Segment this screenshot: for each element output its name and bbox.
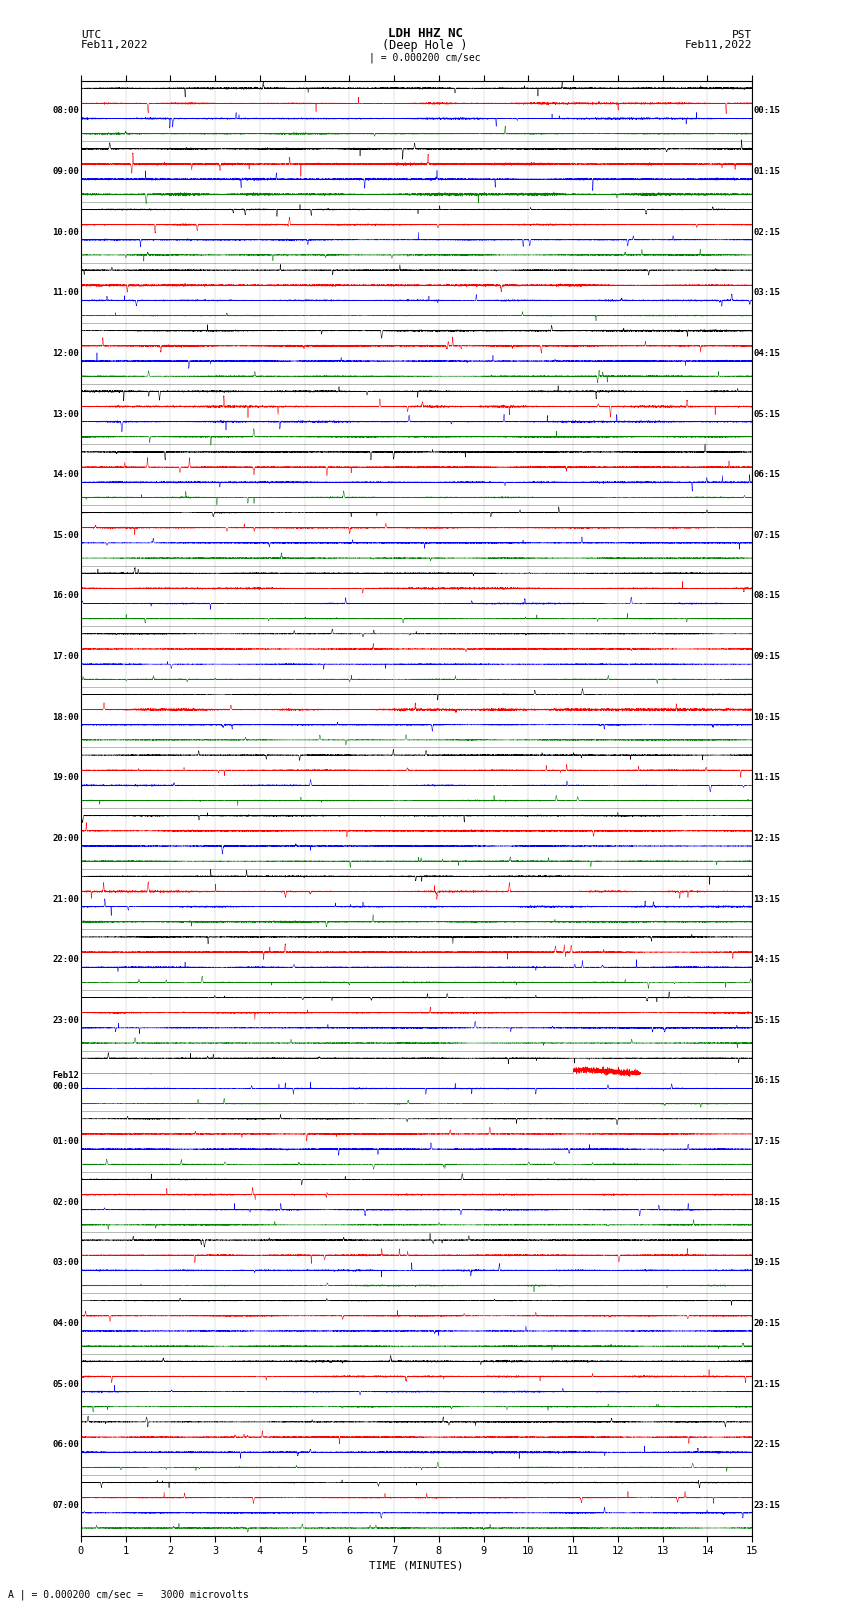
- Text: 19:00: 19:00: [53, 773, 79, 782]
- Text: 05:00: 05:00: [53, 1379, 79, 1389]
- Text: 08:15: 08:15: [754, 592, 780, 600]
- Text: 04:00: 04:00: [53, 1319, 79, 1327]
- Text: LDH HHZ NC: LDH HHZ NC: [388, 26, 462, 39]
- Text: 22:00: 22:00: [53, 955, 79, 965]
- Text: Feb11,2022: Feb11,2022: [685, 40, 752, 50]
- Text: 22:15: 22:15: [754, 1440, 780, 1448]
- Text: 10:15: 10:15: [754, 713, 780, 721]
- Text: 06:00: 06:00: [53, 1440, 79, 1448]
- Text: 23:00: 23:00: [53, 1016, 79, 1024]
- Text: 02:00: 02:00: [53, 1198, 79, 1207]
- Text: (Deep Hole ): (Deep Hole ): [382, 39, 468, 52]
- Text: 21:15: 21:15: [754, 1379, 780, 1389]
- Text: 16:00: 16:00: [53, 592, 79, 600]
- Text: 08:00: 08:00: [53, 106, 79, 116]
- Text: 15:00: 15:00: [53, 531, 79, 540]
- Text: 02:15: 02:15: [754, 227, 780, 237]
- Text: UTC: UTC: [81, 29, 101, 39]
- Text: 21:00: 21:00: [53, 895, 79, 903]
- Text: 01:15: 01:15: [754, 168, 780, 176]
- Text: 06:15: 06:15: [754, 471, 780, 479]
- Text: 18:15: 18:15: [754, 1198, 780, 1207]
- Text: 01:00: 01:00: [53, 1137, 79, 1145]
- Text: 12:15: 12:15: [754, 834, 780, 844]
- Text: 11:00: 11:00: [53, 289, 79, 297]
- Text: 09:00: 09:00: [53, 168, 79, 176]
- Text: 13:00: 13:00: [53, 410, 79, 418]
- Text: PST: PST: [732, 29, 752, 39]
- Text: 10:00: 10:00: [53, 227, 79, 237]
- Text: 07:00: 07:00: [53, 1500, 79, 1510]
- Text: | = 0.000200 cm/sec: | = 0.000200 cm/sec: [369, 52, 481, 63]
- Text: 17:15: 17:15: [754, 1137, 780, 1145]
- X-axis label: TIME (MINUTES): TIME (MINUTES): [369, 1560, 464, 1569]
- Text: 14:15: 14:15: [754, 955, 780, 965]
- Text: 17:00: 17:00: [53, 652, 79, 661]
- Text: 23:15: 23:15: [754, 1500, 780, 1510]
- Text: 19:15: 19:15: [754, 1258, 780, 1268]
- Text: 00:15: 00:15: [754, 106, 780, 116]
- Text: A | = 0.000200 cm/sec =   3000 microvolts: A | = 0.000200 cm/sec = 3000 microvolts: [8, 1589, 249, 1600]
- Text: 03:00: 03:00: [53, 1258, 79, 1268]
- Text: 12:00: 12:00: [53, 348, 79, 358]
- Text: 05:15: 05:15: [754, 410, 780, 418]
- Text: Feb11,2022: Feb11,2022: [81, 40, 148, 50]
- Text: 16:15: 16:15: [754, 1076, 780, 1086]
- Text: 13:15: 13:15: [754, 895, 780, 903]
- Text: 09:15: 09:15: [754, 652, 780, 661]
- Text: 20:00: 20:00: [53, 834, 79, 844]
- Text: 18:00: 18:00: [53, 713, 79, 721]
- Text: 07:15: 07:15: [754, 531, 780, 540]
- Text: 11:15: 11:15: [754, 773, 780, 782]
- Text: 20:15: 20:15: [754, 1319, 780, 1327]
- Text: 03:15: 03:15: [754, 289, 780, 297]
- Text: 14:00: 14:00: [53, 471, 79, 479]
- Text: 04:15: 04:15: [754, 348, 780, 358]
- Text: Feb12
00:00: Feb12 00:00: [53, 1071, 79, 1090]
- Text: 15:15: 15:15: [754, 1016, 780, 1024]
